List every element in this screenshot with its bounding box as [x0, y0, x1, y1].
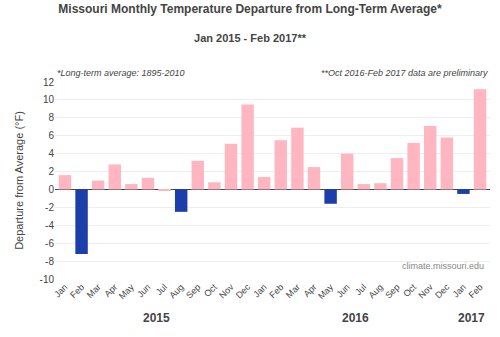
svg-text:2016: 2016 [342, 311, 369, 325]
svg-text:Sep: Sep [383, 282, 401, 300]
svg-text:4: 4 [48, 148, 54, 159]
svg-text:-8: -8 [45, 256, 54, 267]
svg-text:Nov: Nov [217, 282, 236, 301]
svg-text:May: May [316, 282, 335, 301]
svg-text:10: 10 [43, 94, 55, 105]
svg-text:Oct: Oct [202, 282, 219, 299]
svg-text:-10: -10 [40, 274, 55, 285]
svg-text:Jan: Jan [52, 282, 69, 299]
svg-text:Oct: Oct [401, 282, 418, 299]
svg-text:Jan 2015 - Feb 2017**: Jan 2015 - Feb 2017** [194, 32, 307, 44]
svg-text:Jun: Jun [135, 282, 152, 299]
svg-text:-6: -6 [45, 238, 54, 249]
svg-text:Mar: Mar [85, 282, 103, 300]
svg-text:Feb: Feb [467, 282, 485, 300]
svg-text:**Oct 2016-Feb 2017 data are p: **Oct 2016-Feb 2017 data are preliminary [321, 68, 488, 78]
svg-text:Jan: Jan [451, 282, 468, 299]
svg-text:Aug: Aug [367, 282, 385, 300]
svg-text:2017: 2017 [458, 311, 485, 325]
svg-text:May: May [117, 282, 136, 301]
svg-text:Dec: Dec [433, 282, 452, 301]
svg-text:6: 6 [48, 130, 54, 141]
svg-text:Nov: Nov [416, 282, 435, 301]
svg-text:Mar: Mar [284, 282, 302, 300]
svg-text:0: 0 [48, 184, 54, 195]
svg-text:Missouri Monthly Temperature D: Missouri Monthly Temperature Departure f… [58, 2, 442, 16]
svg-text:Jul: Jul [154, 282, 169, 297]
svg-text:Jan: Jan [251, 282, 268, 299]
svg-text:Sep: Sep [184, 282, 202, 300]
svg-text:Apr: Apr [302, 282, 319, 299]
svg-text:2: 2 [48, 166, 54, 177]
svg-text:12: 12 [43, 77, 55, 88]
svg-text:Feb: Feb [68, 282, 86, 300]
svg-text:climate.missouri.edu: climate.missouri.edu [402, 261, 484, 271]
svg-text:Jun: Jun [334, 282, 351, 299]
svg-text:2015: 2015 [143, 311, 170, 325]
svg-text:Feb: Feb [267, 282, 285, 300]
svg-text:Departure from Average (°F): Departure from Average (°F) [13, 111, 25, 250]
svg-text:Dec: Dec [234, 282, 253, 301]
svg-text:-4: -4 [45, 220, 54, 231]
svg-text:*Long-term average: 1895-2010: *Long-term average: 1895-2010 [57, 68, 185, 78]
svg-text:Apr: Apr [102, 282, 119, 299]
svg-text:Jul: Jul [353, 282, 368, 297]
svg-text:Aug: Aug [167, 282, 185, 300]
svg-text:-2: -2 [45, 202, 54, 213]
svg-text:8: 8 [48, 112, 54, 123]
